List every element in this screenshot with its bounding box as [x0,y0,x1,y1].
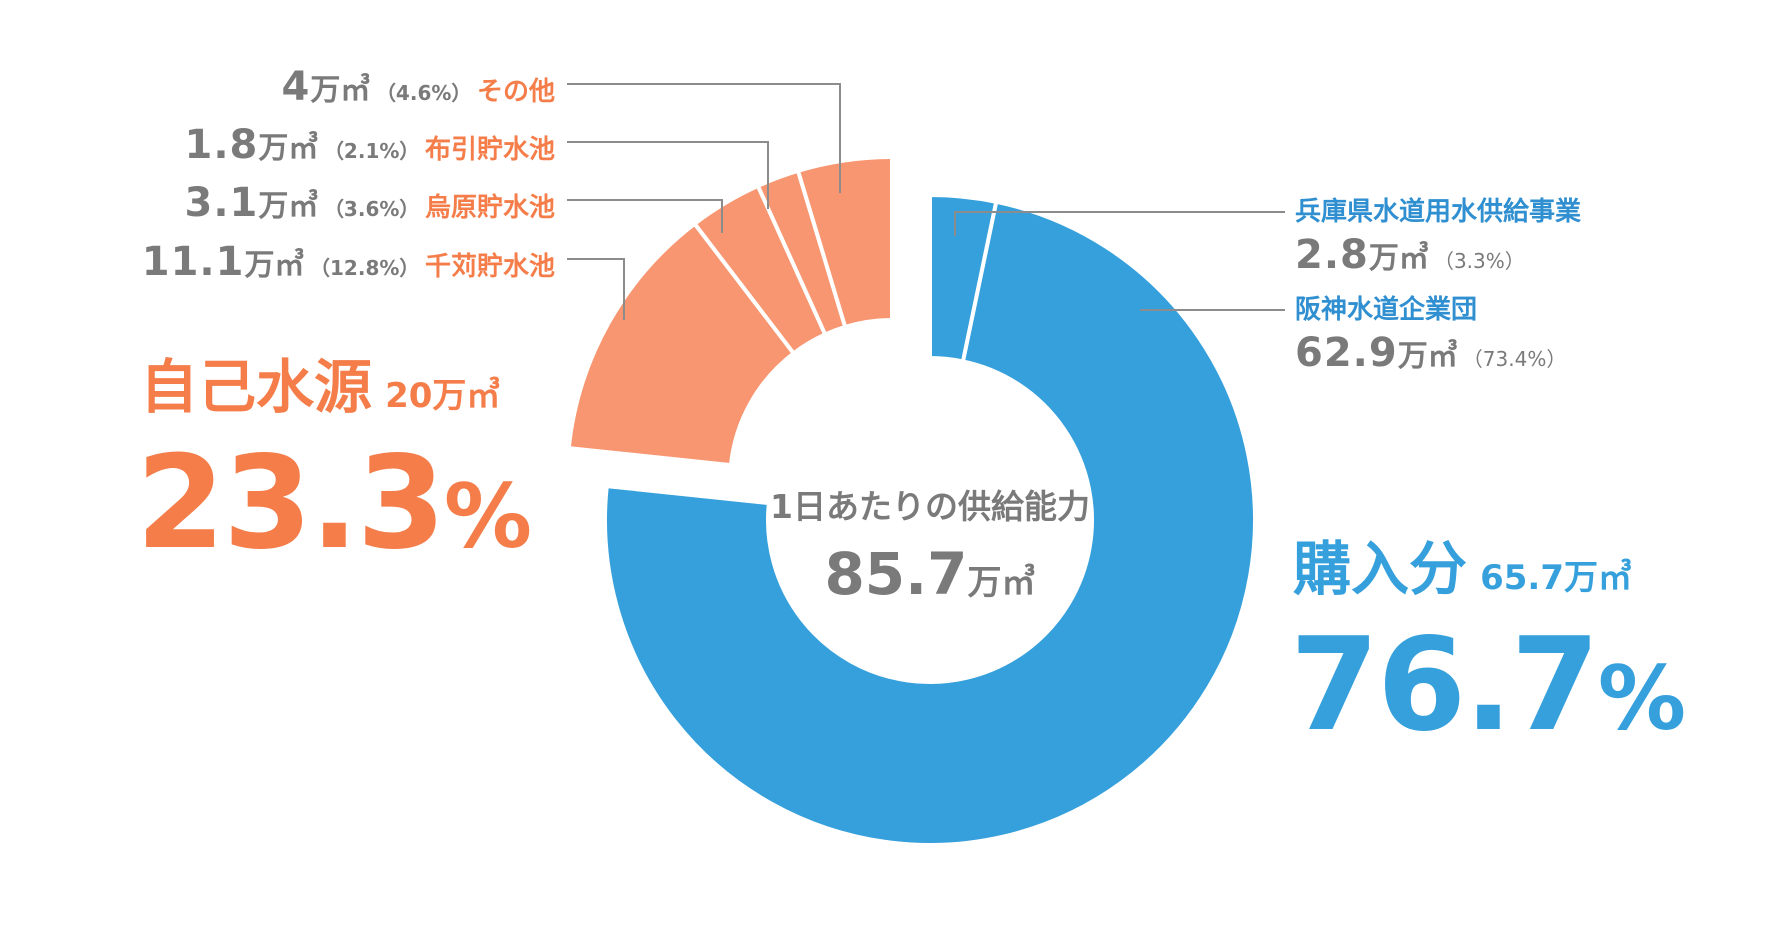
leader-line-hyogo [954,211,1285,236]
purchase-percent-value: 76.7 [1290,611,1600,760]
center-total-unit: 万㎥ [967,563,1036,603]
label-nunobiki-percent: （2.1%） [323,139,420,163]
self-source-percent-value: 23.3 [136,429,446,578]
purchase-summary: 購入分 65.7万㎥ [1293,540,1632,598]
leader-line-karasuhara [567,199,723,233]
label-karasuhara-amount: 3.1 [184,180,259,226]
label-karasuhara-unit: 万㎥ [258,189,319,224]
purchase-percent-sign: % [1597,647,1686,750]
purchase-title: 購入分 [1293,535,1468,603]
self-source-summary: 自己水源 20万㎥ [140,358,500,416]
self-source-percent-sign: % [443,465,532,568]
label-sengari-percent: （12.8%） [310,256,420,280]
leader-line-nunobiki [567,141,769,209]
label-hyogo-amount: 2.8 [1295,232,1369,278]
label-hyogo: 兵庫県水道用水供給事業 2.8万㎥ （3.3%） [1295,199,1581,275]
label-hyogo-name: 兵庫県水道用水供給事業 [1295,197,1582,227]
label-sengari-unit: 万㎥ [244,248,305,283]
purchase-percent: 76.7% [1290,622,1686,750]
label-nunobiki-name: 布引貯水池 [424,135,555,165]
self-source-percent: 23.3% [136,440,532,568]
label-hanshin-amount: 62.9 [1295,330,1398,376]
label-other-percent: （4.6%） [375,81,472,105]
label-nunobiki-unit: 万㎥ [258,131,319,166]
label-sengari-name: 千苅貯水池 [424,252,555,282]
label-other: 4万㎥ （4.6%） その他 [282,67,555,107]
leader-line-sengari [567,258,625,320]
label-hanshin-percent: （73.4%） [1462,347,1567,371]
label-hanshin: 阪神水道企業団 62.9万㎥ （73.4%） [1295,297,1566,373]
leader-line-other [567,83,841,193]
label-nunobiki-amount: 1.8 [184,122,259,168]
donut-segment-sengari [566,220,797,468]
label-sengari: 11.1万㎥ （12.8%） 千苅貯水池 [142,242,555,282]
purchase-amount: 65.7万㎥ [1480,558,1632,598]
label-karasuhara-percent: （3.6%） [323,197,420,221]
self-source-amount: 20万㎥ [385,376,501,416]
label-hyogo-percent: （3.3%） [1433,249,1525,273]
label-other-name: その他 [476,77,555,107]
label-sengari-amount: 11.1 [141,239,245,285]
label-hyogo-unit: 万㎥ [1368,241,1429,276]
label-hanshin-unit: 万㎥ [1397,339,1458,374]
label-other-amount: 4 [281,64,311,110]
leader-lines [567,83,1285,320]
label-karasuhara-name: 烏原貯水池 [424,193,555,223]
donut-segment-hanshin [603,199,1257,847]
center-title: 1日あたりの供給能力 [770,487,1090,526]
label-karasuhara: 3.1万㎥ （3.6%） 烏原貯水池 [185,183,556,223]
donut-segments [566,154,1257,847]
label-nunobiki: 1.8万㎥ （2.1%） 布引貯水池 [185,125,556,165]
self-source-title: 自己水源 [140,353,373,421]
center-total: 85.7万㎥ [760,545,1100,603]
label-hanshin-name: 阪神水道企業団 [1295,295,1478,325]
label-other-unit: 万㎥ [310,73,371,108]
center-total-value: 85.7 [824,540,968,608]
donut-segment-other [795,154,894,330]
